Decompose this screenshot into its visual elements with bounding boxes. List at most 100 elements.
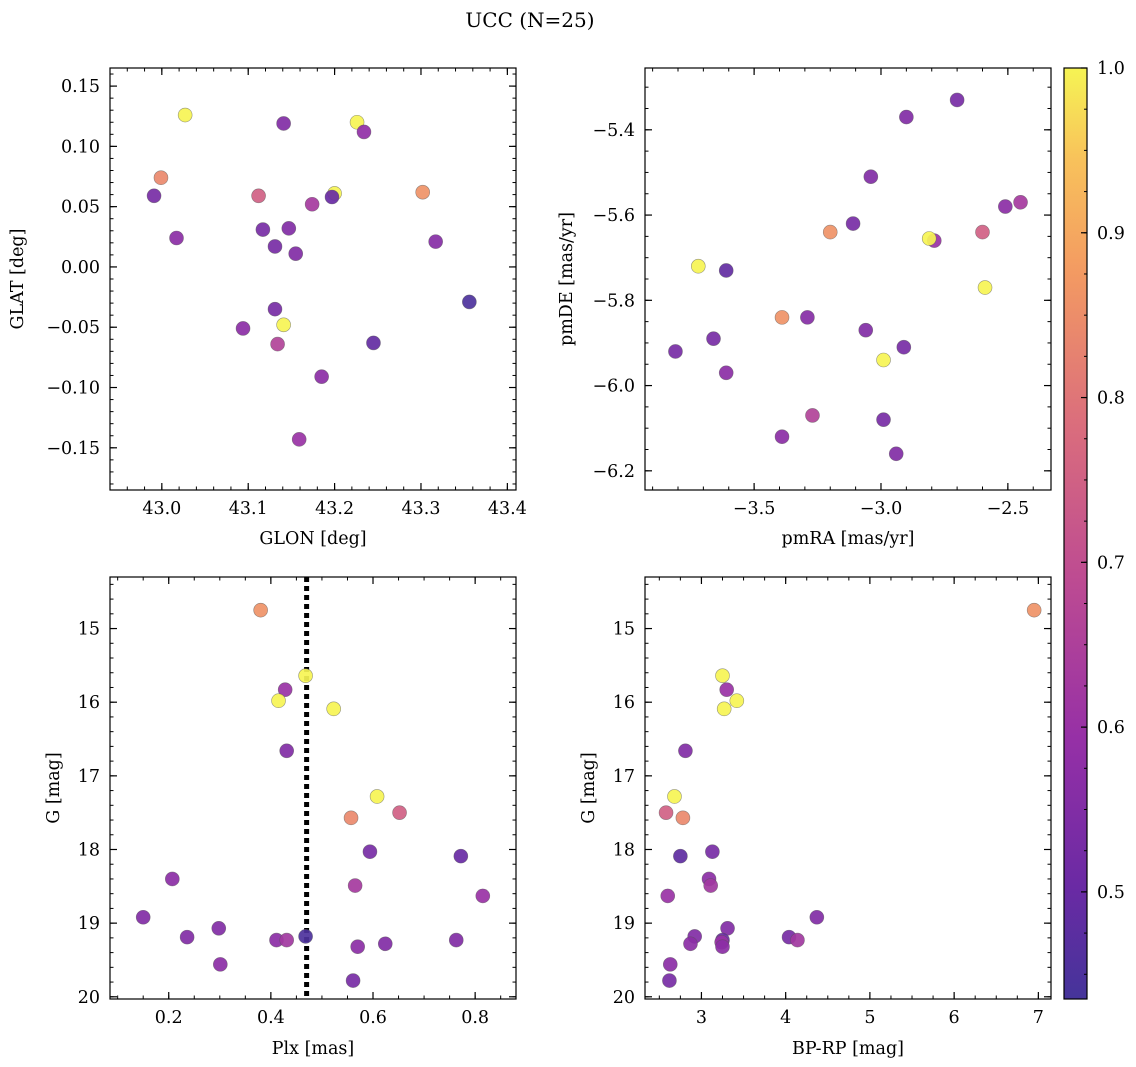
colorbar-gradient <box>1063 67 1088 1000</box>
data-point <box>304 196 320 212</box>
data-point <box>281 221 297 236</box>
x-tick-label: 43.2 <box>315 499 354 519</box>
x-tick-label: 4 <box>780 1008 791 1028</box>
data-point <box>715 668 730 683</box>
data-point <box>845 216 861 231</box>
data-point <box>899 109 914 125</box>
data-point <box>255 222 271 237</box>
data-point <box>706 331 721 346</box>
data-point <box>213 957 228 972</box>
panel-plx-g: 0.2 0.4 0.6 0.8 15 16 17 18 19 20 Plx [mas] G [ma… <box>44 576 517 1059</box>
y-tick-label: 0.05 <box>61 198 100 218</box>
data-point <box>253 602 268 618</box>
data-point <box>276 317 291 333</box>
data-point <box>675 810 691 826</box>
data-point <box>211 920 227 936</box>
panel-bprp-g: 3 4 5 6 7 15 16 17 18 19 20 BP-RP [mag] G [mag] <box>579 576 1052 1059</box>
x-tick-label: 43.1 <box>229 499 268 519</box>
data-point <box>1013 194 1028 210</box>
data-point <box>235 321 251 336</box>
x-tick-label: 43.3 <box>401 499 440 519</box>
data-point <box>703 878 719 893</box>
y-tick-label: 17 <box>613 767 635 787</box>
data-point <box>135 909 151 925</box>
plot-frame <box>109 67 517 491</box>
data-point <box>415 184 431 200</box>
y-tick-label: 15 <box>78 620 100 640</box>
data-point <box>448 932 464 948</box>
y-tick-label: −0.15 <box>46 439 100 459</box>
y-tick-label: −6.2 <box>593 462 636 482</box>
figure-title: UCC (N=25) <box>465 8 594 32</box>
y-tick-label: 15 <box>613 620 635 640</box>
panel-pmra-pmde: −3.5 −3.0 −2.5 −6.2 −6.0 −5.8 −5.6 −5.4 pmRA [m… <box>557 67 1052 549</box>
y-tick-label: 20 <box>78 988 100 1008</box>
data-point <box>690 258 706 274</box>
x-tick-label: 43.4 <box>488 499 527 519</box>
data-point <box>277 682 293 697</box>
data-point <box>146 188 162 204</box>
x-tick-label: 3 <box>696 1008 707 1028</box>
data-point <box>271 693 286 709</box>
panel-glon-glat: 43.0 43.1 43.2 43.3 43.4 −0.15 −0.10 −0.05 0.00 0… <box>8 67 527 549</box>
data-point <box>800 310 815 325</box>
data-point <box>279 932 294 948</box>
y-axis-label: pmDE [mas/yr] <box>557 212 577 346</box>
y-tick-label: −5.6 <box>593 206 636 226</box>
data-point <box>658 805 674 820</box>
x-tick-label: −2.5 <box>987 499 1030 519</box>
y-tick-label: 0.10 <box>61 137 100 157</box>
y-tick-label: 16 <box>613 693 635 713</box>
data-point <box>977 280 993 295</box>
data-point <box>347 878 363 893</box>
data-point <box>667 789 682 804</box>
data-point <box>251 188 266 204</box>
data-point <box>888 446 904 462</box>
data-point <box>153 170 169 186</box>
data-point <box>790 932 805 948</box>
data-point <box>324 189 340 205</box>
data-point <box>921 231 937 246</box>
plot-frame <box>644 576 1052 1000</box>
y-tick-label: 18 <box>613 840 635 860</box>
x-tick-label: 5 <box>864 1008 875 1028</box>
data-point <box>774 310 790 325</box>
plot-frame <box>644 67 1052 491</box>
data-point <box>998 199 1013 214</box>
y-axis-label: G [mag] <box>44 752 64 823</box>
x-tick-label: 0.4 <box>257 1008 285 1028</box>
y-tick-label: −6.0 <box>593 377 636 397</box>
data-point <box>369 789 385 804</box>
data-point <box>169 230 184 246</box>
data-point <box>858 322 874 338</box>
data-point <box>343 810 359 826</box>
y-tick-label: 0.15 <box>61 77 100 97</box>
y-tick-label: 16 <box>78 693 100 713</box>
data-point <box>660 888 676 904</box>
data-point <box>350 939 365 955</box>
data-point <box>668 344 683 359</box>
colorbar-tick-label: 0.7 <box>1097 553 1125 573</box>
data-point <box>298 668 313 683</box>
colorbar-tick-label: 1.0 <box>1097 59 1125 79</box>
y-tick-label: 20 <box>613 988 635 1008</box>
data-point <box>809 909 825 925</box>
data-point <box>475 888 491 904</box>
data-point <box>366 335 381 351</box>
colorbar-tick-label: 0.9 <box>1097 224 1125 244</box>
data-point <box>276 116 291 131</box>
data-point <box>805 408 820 423</box>
x-tick-label: 0.6 <box>359 1008 387 1028</box>
data-point <box>392 805 407 820</box>
data-point <box>428 234 443 249</box>
data-point <box>291 432 307 447</box>
y-tick-label: −0.05 <box>46 318 100 338</box>
x-tick-label: −3.5 <box>733 499 776 519</box>
data-point <box>288 246 304 261</box>
x-tick-label: 0.8 <box>461 1008 489 1028</box>
x-tick-label: 6 <box>949 1008 960 1028</box>
x-axis-label: BP-RP [mag] <box>792 1039 904 1059</box>
data-point <box>718 365 734 381</box>
data-point <box>298 929 313 944</box>
y-tick-label: 19 <box>613 914 635 934</box>
